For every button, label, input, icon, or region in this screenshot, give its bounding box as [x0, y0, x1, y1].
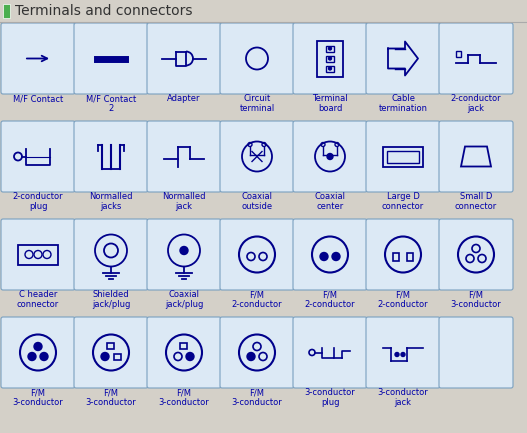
Circle shape [186, 352, 194, 361]
FancyBboxPatch shape [147, 23, 221, 94]
Circle shape [395, 352, 399, 356]
Text: Normalled
jack: Normalled jack [162, 192, 206, 211]
Text: F/M
3-conductor: F/M 3-conductor [13, 388, 63, 407]
Text: F/M
3-conductor: F/M 3-conductor [232, 388, 282, 407]
Circle shape [180, 246, 188, 255]
FancyBboxPatch shape [366, 23, 440, 94]
Circle shape [101, 352, 109, 361]
Text: F/M
3-conductor: F/M 3-conductor [85, 388, 136, 407]
Bar [317, 41, 343, 77]
Circle shape [247, 252, 255, 261]
Circle shape [466, 255, 474, 262]
FancyBboxPatch shape [74, 219, 148, 290]
FancyBboxPatch shape [74, 121, 148, 192]
Text: Circuit
terminal: Circuit terminal [239, 94, 275, 113]
FancyBboxPatch shape [293, 219, 367, 290]
FancyBboxPatch shape [1, 317, 75, 388]
Bar [383, 146, 423, 167]
FancyBboxPatch shape [220, 219, 294, 290]
Text: 3-conductor
jack: 3-conductor jack [378, 388, 428, 407]
Bar [407, 252, 413, 261]
Circle shape [401, 352, 405, 356]
FancyBboxPatch shape [439, 219, 513, 290]
FancyBboxPatch shape [220, 121, 294, 192]
FancyBboxPatch shape [1, 219, 75, 290]
FancyBboxPatch shape [293, 317, 367, 388]
Circle shape [25, 251, 33, 259]
FancyBboxPatch shape [366, 219, 440, 290]
Circle shape [43, 251, 51, 259]
Text: Small D
connector: Small D connector [455, 192, 497, 211]
Circle shape [327, 154, 333, 159]
FancyBboxPatch shape [439, 121, 513, 192]
Bar [18, 245, 58, 265]
FancyBboxPatch shape [1, 23, 75, 94]
FancyBboxPatch shape [366, 121, 440, 192]
Circle shape [332, 252, 340, 261]
Bar [393, 252, 399, 261]
Circle shape [478, 255, 486, 262]
Text: Adapter: Adapter [167, 94, 201, 103]
FancyBboxPatch shape [147, 317, 221, 388]
FancyBboxPatch shape [74, 23, 148, 94]
Text: F/M
2-conductor: F/M 2-conductor [378, 290, 428, 310]
FancyBboxPatch shape [293, 121, 367, 192]
Bar [3, 4, 10, 18]
FancyBboxPatch shape [439, 23, 513, 94]
Text: Coaxial
jack/plug: Coaxial jack/plug [165, 290, 203, 310]
Text: F/M
2-conductor: F/M 2-conductor [305, 290, 355, 310]
Circle shape [247, 352, 255, 361]
Bar [326, 55, 334, 61]
Circle shape [328, 47, 331, 50]
Circle shape [28, 352, 36, 361]
Text: F/M
3-conductor: F/M 3-conductor [159, 388, 209, 407]
Circle shape [328, 67, 331, 70]
FancyBboxPatch shape [147, 121, 221, 192]
Text: Cable
termination: Cable termination [378, 94, 427, 113]
Text: Large D
connector: Large D connector [382, 192, 424, 211]
FancyBboxPatch shape [1, 121, 75, 192]
Circle shape [320, 252, 328, 261]
FancyBboxPatch shape [366, 317, 440, 388]
Bar [180, 343, 187, 349]
Circle shape [174, 352, 182, 361]
Circle shape [34, 343, 42, 350]
Text: F/M
2-conductor: F/M 2-conductor [232, 290, 282, 310]
Text: Terminal
board: Terminal board [312, 94, 348, 113]
Text: Terminals and connectors: Terminals and connectors [15, 4, 192, 18]
Text: 3-conductor
plug: 3-conductor plug [305, 388, 355, 407]
Text: C header
connector: C header connector [17, 290, 59, 310]
FancyBboxPatch shape [74, 317, 148, 388]
Circle shape [40, 352, 48, 361]
FancyBboxPatch shape [147, 219, 221, 290]
Circle shape [253, 343, 261, 350]
Bar [326, 45, 334, 52]
Text: 2-conductor
jack: 2-conductor jack [451, 94, 501, 113]
Text: 2-conductor
plug: 2-conductor plug [13, 192, 63, 211]
Bar [326, 65, 334, 71]
Text: M/F Contact
2: M/F Contact 2 [86, 94, 136, 113]
Circle shape [34, 251, 42, 259]
Bar [387, 151, 419, 162]
Circle shape [259, 252, 267, 261]
Circle shape [259, 352, 267, 361]
Circle shape [328, 57, 331, 60]
FancyBboxPatch shape [220, 23, 294, 94]
Polygon shape [461, 146, 491, 167]
Bar [456, 51, 461, 56]
Bar [114, 353, 121, 359]
FancyBboxPatch shape [293, 23, 367, 94]
Text: Shielded
jack/plug: Shielded jack/plug [92, 290, 130, 310]
Text: Coaxial
center: Coaxial center [315, 192, 346, 211]
Text: F/M
3-conductor: F/M 3-conductor [451, 290, 501, 310]
FancyBboxPatch shape [439, 317, 513, 388]
Bar [0, 0, 527, 22]
Text: M/F Contact: M/F Contact [13, 94, 63, 103]
Circle shape [472, 245, 480, 252]
FancyBboxPatch shape [220, 317, 294, 388]
Text: Coaxial
outside: Coaxial outside [241, 192, 272, 211]
Text: Normalled
jacks: Normalled jacks [89, 192, 133, 211]
Bar [107, 343, 114, 349]
